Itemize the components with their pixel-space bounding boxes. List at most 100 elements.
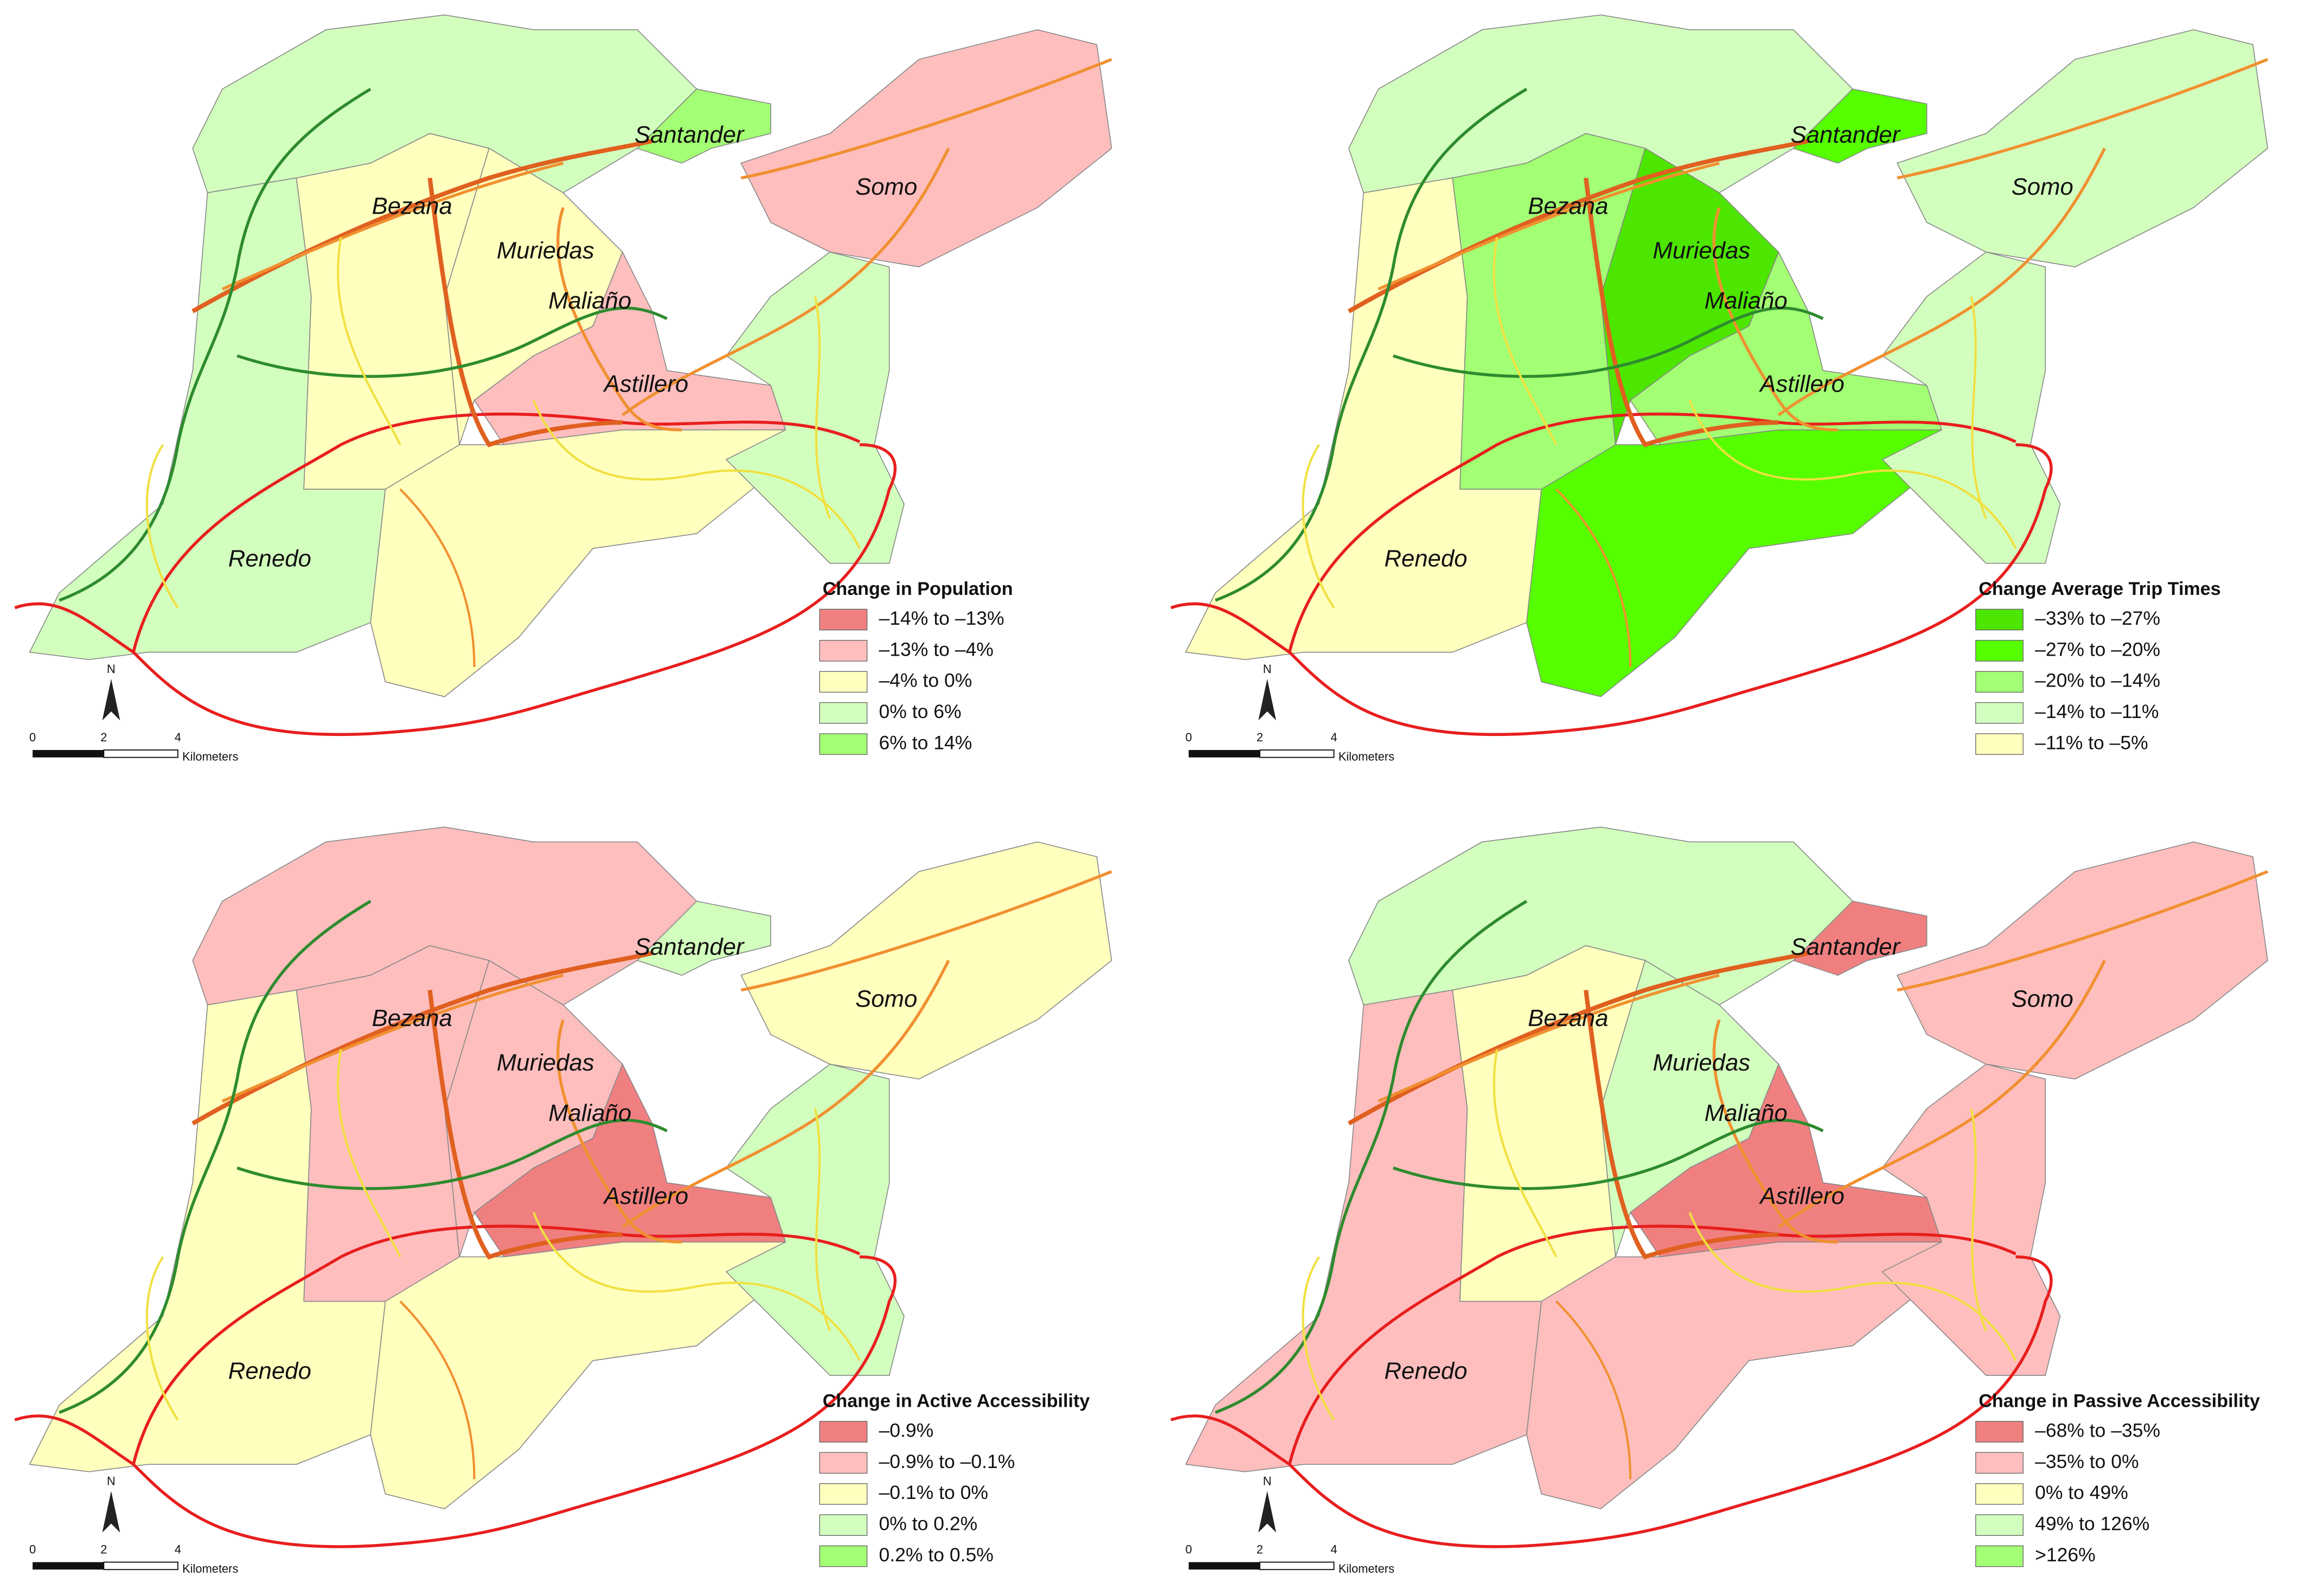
scale-tick-label: 2	[1257, 730, 1263, 744]
legend-swatch	[1975, 608, 2024, 631]
place-label: Santander	[1790, 934, 1901, 960]
scale-unit: Kilometers	[1339, 1562, 1394, 1575]
scale-tick-label: 0	[29, 730, 36, 744]
zone	[636, 88, 771, 164]
legend-label: –13% to –4%	[879, 638, 994, 660]
legend-label: –20% to –14%	[2035, 670, 2160, 691]
north-arrow	[102, 678, 120, 721]
legend-swatch	[1975, 702, 2024, 724]
legend-label: >126%	[2035, 1544, 2096, 1566]
legend-label: 49% to 126%	[2035, 1513, 2149, 1535]
place-label: Santander	[635, 121, 745, 148]
legend-swatch	[1975, 1483, 2024, 1505]
map-panel: Santander Somo Bezana Muriedas Maliaño Astill…	[1171, 826, 2268, 1575]
scale-bar-light	[103, 1561, 178, 1571]
place-label: Bezana	[1528, 1005, 1608, 1031]
place-label: Santander	[1790, 121, 1901, 148]
place-label: Muriedas	[497, 237, 594, 264]
scale-tick-label: 2	[100, 1542, 107, 1556]
place-label: Maliaño	[548, 1100, 631, 1126]
place-label: Astillero	[1758, 1183, 1844, 1209]
zone	[1792, 900, 1928, 976]
legend-title: Change Average Trip Times	[1979, 579, 2221, 599]
zone	[1881, 1063, 2061, 1376]
legend-label: –4% to 0%	[879, 670, 972, 691]
place-label: Renedo	[1384, 546, 1467, 572]
zone	[636, 900, 771, 976]
legend-label: 0.2% to 0.5%	[879, 1544, 994, 1566]
place-label: Muriedas	[1653, 1049, 1750, 1076]
place-label: Renedo	[228, 546, 311, 572]
north-arrow	[1258, 1491, 1276, 1533]
legend-label: 6% to 14%	[879, 732, 972, 753]
legend-label: –0.1% to 0%	[879, 1482, 988, 1503]
scale-bar-light	[103, 749, 178, 758]
legend-swatch	[1975, 1421, 2024, 1443]
legend-swatch	[1975, 1514, 2024, 1536]
legend-label: 0% to 0.2%	[879, 1513, 978, 1535]
north-arrow	[102, 1491, 120, 1533]
place-label: Somo	[2012, 985, 2073, 1012]
legend-label: –33% to –27%	[2035, 607, 2160, 629]
legend-swatch	[819, 1452, 868, 1474]
scale-tick-label: 0	[1186, 1542, 1192, 1556]
north-label: N	[1263, 662, 1272, 676]
zone	[740, 841, 1112, 1080]
legend-label: –0.9% to –0.1%	[879, 1451, 1015, 1472]
north-label: N	[107, 1475, 116, 1488]
legend-swatch	[819, 608, 868, 631]
legend-swatch	[819, 640, 868, 662]
legend-label: –68% to –35%	[2035, 1419, 2160, 1441]
zone	[1881, 251, 2061, 564]
legend-swatch	[1975, 1545, 2024, 1567]
place-label: Santander	[635, 934, 745, 960]
map-panel: Santander Somo Bezana Muriedas Maliaño Astill…	[15, 826, 1112, 1575]
scale-tick-label: 2	[1257, 1542, 1263, 1556]
legend-title: Change in Active Accessibility	[823, 1390, 1090, 1411]
zone	[725, 251, 905, 564]
legend-swatch	[819, 1514, 868, 1536]
zone	[725, 1063, 905, 1376]
place-label: Muriedas	[497, 1049, 594, 1076]
scale-bar-dark	[1188, 749, 1260, 758]
legend-label: 0% to 49%	[2035, 1482, 2128, 1503]
zone	[1792, 88, 1928, 164]
scale-tick-label: 4	[175, 1542, 181, 1556]
legend-label: –14% to –11%	[2035, 701, 2159, 722]
legend-swatch	[1975, 733, 2024, 755]
legend-swatch	[819, 671, 868, 693]
place-label: Astillero	[603, 1183, 689, 1209]
legend-label: 0% to 6%	[879, 701, 962, 722]
place-label: Bezana	[1528, 193, 1608, 219]
scale-bar-light	[1259, 1561, 1335, 1571]
north-label: N	[107, 662, 116, 676]
legend-swatch	[819, 1545, 868, 1567]
legend-swatch	[819, 1421, 868, 1443]
map-panel: Santander Somo Bezana Muriedas Maliaño Astill…	[15, 14, 1112, 763]
scale-tick-label: 0	[1186, 730, 1192, 744]
legend-swatch	[1975, 671, 2024, 693]
scale-bar-light	[1259, 749, 1335, 758]
legend-title: Change in Population	[823, 579, 1013, 599]
place-label: Somo	[855, 174, 917, 200]
scale-bar-dark	[33, 1562, 104, 1570]
north-arrow	[1258, 678, 1276, 721]
scale-tick-label: 0	[29, 1542, 36, 1556]
scale-tick-label: 2	[100, 730, 107, 744]
place-label: Somo	[2012, 174, 2073, 200]
place-label: Astillero	[1758, 370, 1844, 397]
legend-label: –11% to –5%	[2035, 732, 2148, 753]
zone	[740, 29, 1112, 267]
place-label: Maliaño	[548, 287, 631, 314]
place-label: Bezana	[372, 1005, 452, 1031]
scale-bar-dark	[33, 749, 104, 758]
place-label: Renedo	[228, 1357, 311, 1384]
scale-unit: Kilometers	[182, 749, 238, 763]
legend-swatch	[819, 702, 868, 724]
scale-tick-label: 4	[175, 730, 181, 744]
legend-swatch	[819, 733, 868, 755]
scale-tick-label: 4	[1330, 1542, 1337, 1556]
place-label: Maliaño	[1705, 1100, 1788, 1126]
legend-label: –14% to –13%	[879, 607, 1004, 629]
